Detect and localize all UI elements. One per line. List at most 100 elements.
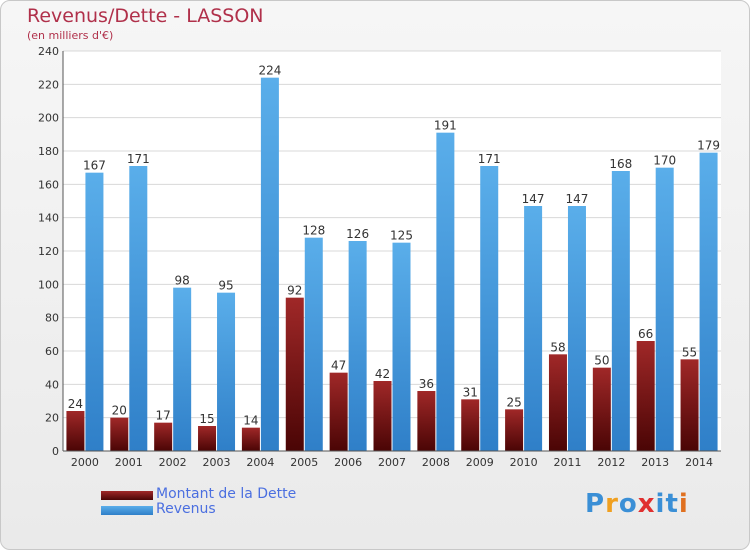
y-tick-label: 160	[38, 178, 59, 191]
debt-bar	[505, 409, 524, 451]
revenue-bar	[436, 132, 455, 451]
debt-bar-label: 36	[419, 377, 434, 391]
revenue-bar-label: 170	[653, 154, 676, 168]
y-tick-label: 220	[38, 78, 59, 91]
x-tick-label: 2000	[71, 456, 99, 469]
revenue-bar-label: 147	[522, 192, 545, 206]
x-tick-label: 2005	[290, 456, 318, 469]
y-tick-label: 120	[38, 245, 59, 258]
debt-bar-label: 50	[594, 354, 609, 368]
debt-bar-label: 47	[331, 359, 346, 373]
logo-letter: t	[665, 489, 679, 519]
x-tick-label: 2008	[422, 456, 450, 469]
x-tick-label: 2010	[510, 456, 538, 469]
debt-bar-label: 14	[243, 414, 258, 428]
y-tick-label: 140	[38, 212, 59, 225]
legend-swatch-revenus	[101, 506, 153, 515]
logo-letter: i	[678, 489, 689, 519]
y-tick-label: 60	[45, 345, 59, 358]
x-tick-label: 2002	[159, 456, 187, 469]
revenue-bar	[655, 167, 674, 451]
x-tick-label: 2009	[466, 456, 494, 469]
debt-bar-label: 92	[287, 284, 302, 298]
revenue-bar-label: 171	[127, 152, 150, 166]
x-tick-label: 2014	[685, 456, 713, 469]
revenue-bar-label: 126	[346, 227, 369, 241]
y-tick-label: 240	[38, 45, 59, 58]
revenue-bar-label: 179	[697, 139, 720, 153]
revenue-bar	[348, 241, 367, 451]
revenue-bar	[611, 171, 630, 451]
debt-bar	[66, 411, 85, 451]
debt-bar-label: 24	[68, 397, 83, 411]
logo-letter: r	[605, 489, 619, 519]
debt-bar-label: 25	[506, 395, 521, 409]
debt-bar-label: 15	[199, 412, 214, 426]
chart-subtitle: (en milliers d'€)	[27, 29, 114, 42]
x-tick-label: 2006	[334, 456, 362, 469]
debt-bar	[680, 359, 699, 451]
revenue-bar	[260, 77, 279, 452]
legend-label-dette: Montant de la Dette	[156, 486, 297, 502]
debt-bar	[329, 372, 348, 451]
revenue-bar	[304, 237, 323, 451]
chart-title: Revenus/Dette - LASSON	[27, 5, 264, 27]
debt-bar	[154, 422, 173, 451]
revenue-bar-label: 95	[218, 279, 233, 293]
y-tick-label: 20	[45, 412, 59, 425]
x-tick-label: 2007	[378, 456, 406, 469]
revenue-bar-label: 147	[566, 192, 589, 206]
x-tick-label: 2012	[597, 456, 625, 469]
revenue-bar-label: 125	[390, 229, 413, 243]
revenue-bar-label: 98	[175, 274, 190, 288]
revenue-bar	[392, 242, 411, 451]
revenue-bar-label: 167	[83, 159, 106, 173]
debt-bar	[373, 381, 392, 451]
debt-bar	[110, 417, 129, 451]
logo-letter: i	[655, 489, 666, 519]
x-tick-label: 2003	[203, 456, 231, 469]
debt-bar-label: 31	[463, 385, 478, 399]
debt-bar-label: 17	[156, 409, 171, 423]
debt-bar	[636, 341, 655, 451]
debt-bar	[417, 391, 436, 451]
y-tick-label: 0	[52, 445, 59, 458]
revenue-bar	[567, 206, 586, 451]
logo-letter: P	[585, 489, 606, 519]
debt-bar	[241, 427, 260, 451]
y-tick-label: 40	[45, 378, 59, 391]
debt-bar-label: 42	[375, 367, 390, 381]
revenue-bar	[480, 166, 499, 451]
debt-bar-label: 66	[638, 327, 653, 341]
revenue-bar	[173, 287, 192, 451]
revenue-bar-label: 191	[434, 119, 457, 133]
y-tick-label: 200	[38, 112, 59, 125]
y-tick-label: 180	[38, 145, 59, 158]
x-tick-label: 2001	[115, 456, 143, 469]
proxiti-logo: Proxiti	[585, 489, 689, 519]
legend-swatch-dette	[101, 491, 153, 500]
logo-letter: o	[618, 489, 638, 519]
revenue-bar-label: 168	[609, 157, 632, 171]
debt-bar-label: 58	[550, 340, 565, 354]
revenue-bar	[524, 206, 543, 451]
debt-bar	[198, 426, 217, 451]
revenue-bar	[85, 172, 104, 451]
x-tick-label: 2004	[246, 456, 274, 469]
x-tick-label: 2011	[553, 456, 581, 469]
debt-bar-label: 20	[112, 404, 127, 418]
debt-bar	[285, 297, 304, 451]
debt-bar-label: 55	[682, 345, 697, 359]
debt-bar	[461, 399, 480, 451]
revenue-bar-label: 224	[258, 64, 281, 78]
revenue-bar	[129, 166, 148, 451]
legend-label-revenus: Revenus	[156, 501, 216, 517]
debt-bar	[592, 367, 611, 451]
revenue-bar	[217, 292, 236, 451]
y-tick-label: 80	[45, 312, 59, 325]
logo-letter: x	[637, 489, 656, 519]
revenue-bar-label: 128	[302, 224, 325, 238]
x-tick-label: 2013	[641, 456, 669, 469]
